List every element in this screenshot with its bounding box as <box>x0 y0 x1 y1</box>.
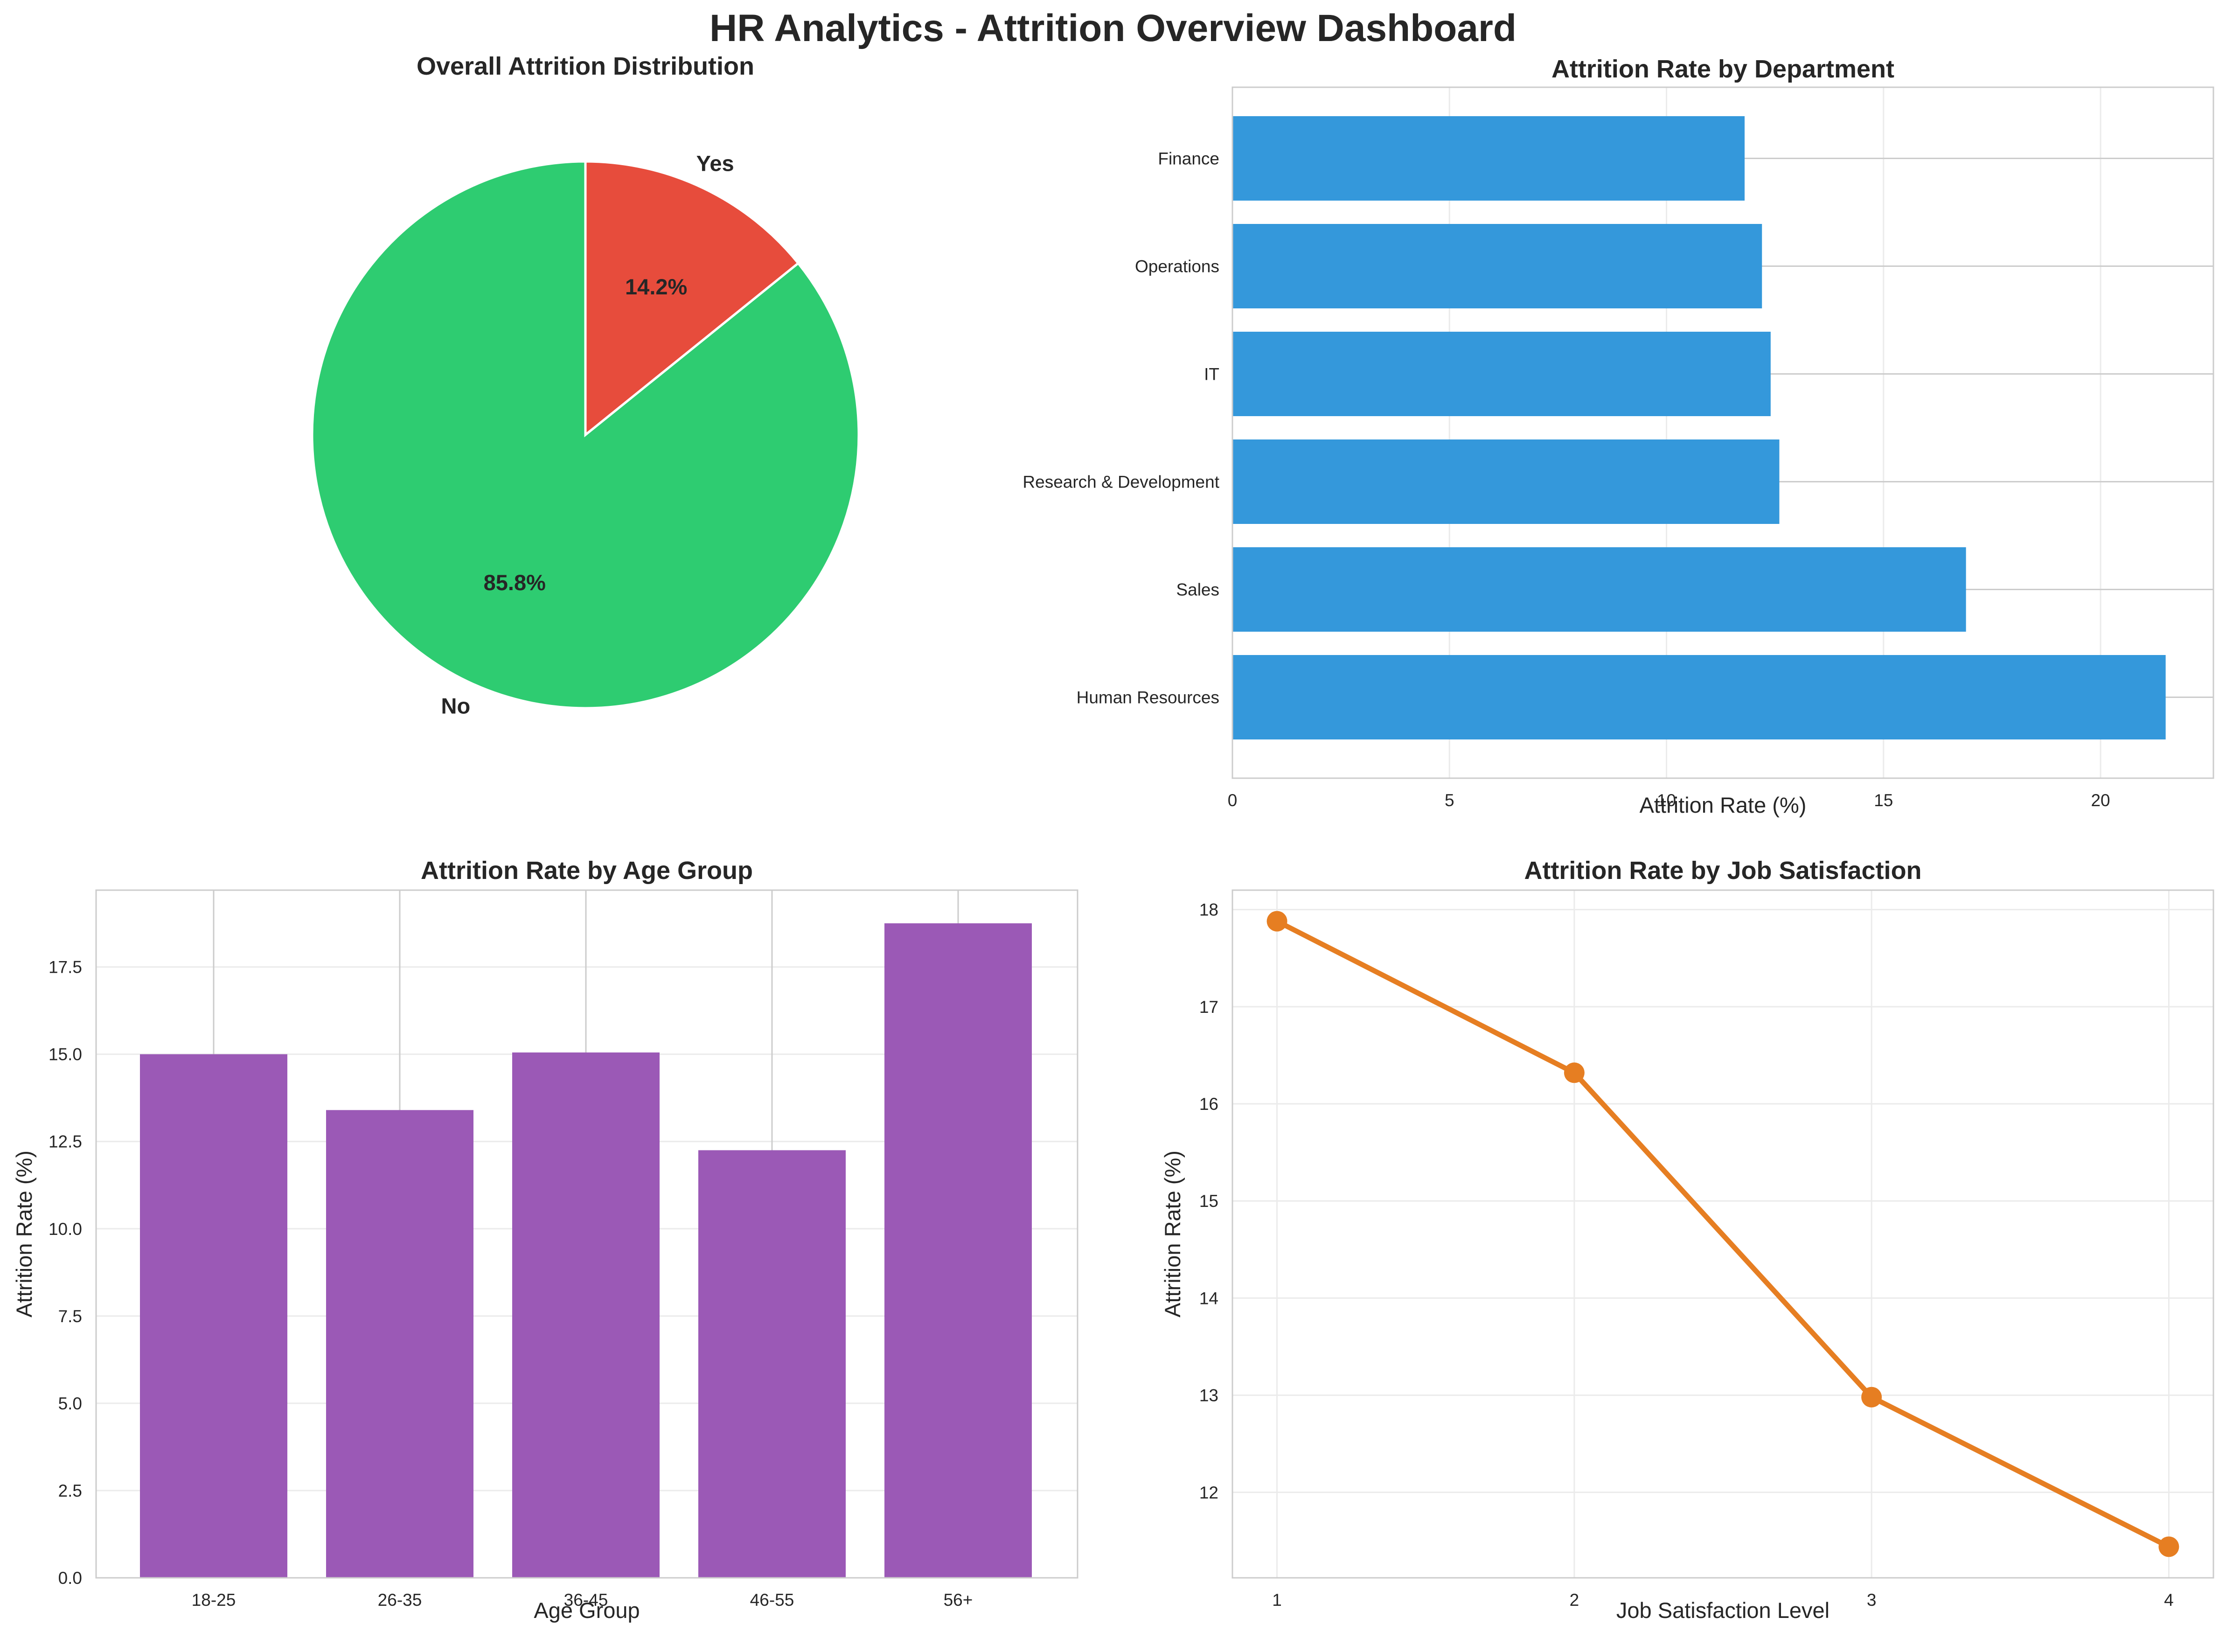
sat-x-tick-label: 2 <box>1570 1590 1579 1610</box>
age-bar <box>884 923 1032 1578</box>
dept-x-tick-label: 15 <box>1874 791 1893 810</box>
sat-x-tick-label: 1 <box>1272 1590 1282 1610</box>
age-bar <box>512 1052 660 1578</box>
dept-category-label: Sales <box>1176 580 1219 599</box>
age-category-label: 56+ <box>944 1590 973 1610</box>
dept-bar <box>1232 332 1771 416</box>
pie-percent-no: 85.8% <box>484 570 546 595</box>
sat-y-axis-label: Attrition Rate (%) <box>1160 1150 1185 1317</box>
sat-y-tick-label: 18 <box>1199 900 1218 920</box>
age-y-tick-label: 12.5 <box>49 1132 82 1151</box>
dept-category-label: Operations <box>1135 257 1219 276</box>
age-y-tick-label: 2.5 <box>58 1481 82 1500</box>
age-category-label: 18-25 <box>192 1590 236 1610</box>
dept-category-label: IT <box>1204 365 1219 384</box>
age-group-bar-chart: Attrition Rate by Age Group 18-25 26-35 36-… <box>12 857 1078 1623</box>
sat-data-point <box>2158 1536 2179 1557</box>
age-bar <box>698 1150 846 1578</box>
dept-title: Attrition Rate by Department <box>1551 55 1894 83</box>
age-x-axis-label: Age Group <box>534 1598 640 1623</box>
sat-axes-frame <box>1231 889 2214 1579</box>
pie-slice-yes <box>584 160 800 438</box>
dept-bar <box>1232 224 1762 308</box>
pie-title: Overall Attrition Distribution <box>417 52 754 80</box>
dashboard-title: HR Analytics - Attrition Overview Dashbo… <box>710 7 1516 49</box>
sat-y-tick-label: 13 <box>1199 1386 1218 1405</box>
age-y-tick-label: 10.0 <box>49 1220 82 1239</box>
dept-category-label: Human Resources <box>1077 688 1219 707</box>
dept-bar <box>1232 116 1745 201</box>
age-category-label: 46-55 <box>750 1590 794 1610</box>
age-category-label: 36-45 <box>564 1590 608 1610</box>
dept-category-label: Finance <box>1158 149 1219 168</box>
age-y-tick-label: 15.0 <box>49 1045 82 1064</box>
dept-category-label: Research & Development <box>1023 473 1219 492</box>
sat-data-point <box>1266 911 1287 932</box>
dept-x-tick-label: 0 <box>1228 791 1238 810</box>
sat-series-line <box>1276 919 2170 1549</box>
sat-y-tick-label: 17 <box>1199 997 1218 1017</box>
attrition-pie-chart: Overall Attrition Distribution No 85.8% Yes… <box>311 52 860 718</box>
dept-x-tick-label: 10 <box>1657 791 1676 810</box>
age-y-tick-label: 5.0 <box>58 1394 82 1413</box>
dept-x-tick-label: 5 <box>1445 791 1454 810</box>
pie-label-no: No <box>441 694 471 718</box>
sat-y-tick-label: 12 <box>1199 1483 1218 1502</box>
age-title: Attrition Rate by Age Group <box>421 857 753 885</box>
age-bar <box>140 1054 287 1578</box>
dept-x-tick-label: 20 <box>2091 791 2110 810</box>
pie-percent-yes: 14.2% <box>625 274 687 299</box>
age-y-tick-label: 7.5 <box>58 1307 82 1326</box>
dept-bar <box>1232 547 1966 632</box>
sat-y-tick-label: 14 <box>1199 1289 1218 1308</box>
sat-y-tick-label: 16 <box>1199 1094 1218 1114</box>
dept-axes-frame <box>1231 86 2214 779</box>
sat-x-tick-label: 4 <box>2164 1590 2174 1610</box>
sat-data-point <box>1861 1387 1882 1408</box>
age-y-tick-label: 17.5 <box>49 958 82 977</box>
dept-bar <box>1232 655 2166 739</box>
sat-x-tick-label: 3 <box>1867 1590 1877 1610</box>
sat-data-point <box>1564 1062 1585 1083</box>
sat-y-tick-label: 15 <box>1199 1192 1218 1211</box>
pie-label-yes: Yes <box>696 151 734 175</box>
age-category-label: 26-35 <box>378 1590 422 1610</box>
sat-title: Attrition Rate by Job Satisfaction <box>1524 857 1921 885</box>
department-bar-chart: Attrition Rate by Department Finance Opera… <box>1023 55 2214 817</box>
age-y-tick-label: 0.0 <box>58 1568 82 1588</box>
age-bar <box>326 1110 473 1578</box>
age-axes-frame <box>95 889 1078 1579</box>
age-y-axis-label: Attrition Rate (%) <box>12 1150 36 1317</box>
dept-x-axis-label: Attrition Rate (%) <box>1640 793 1807 817</box>
pie-slice-no <box>311 160 860 710</box>
dept-bar <box>1232 439 1780 524</box>
sat-x-axis-label: Job Satisfaction Level <box>1616 1598 1829 1623</box>
